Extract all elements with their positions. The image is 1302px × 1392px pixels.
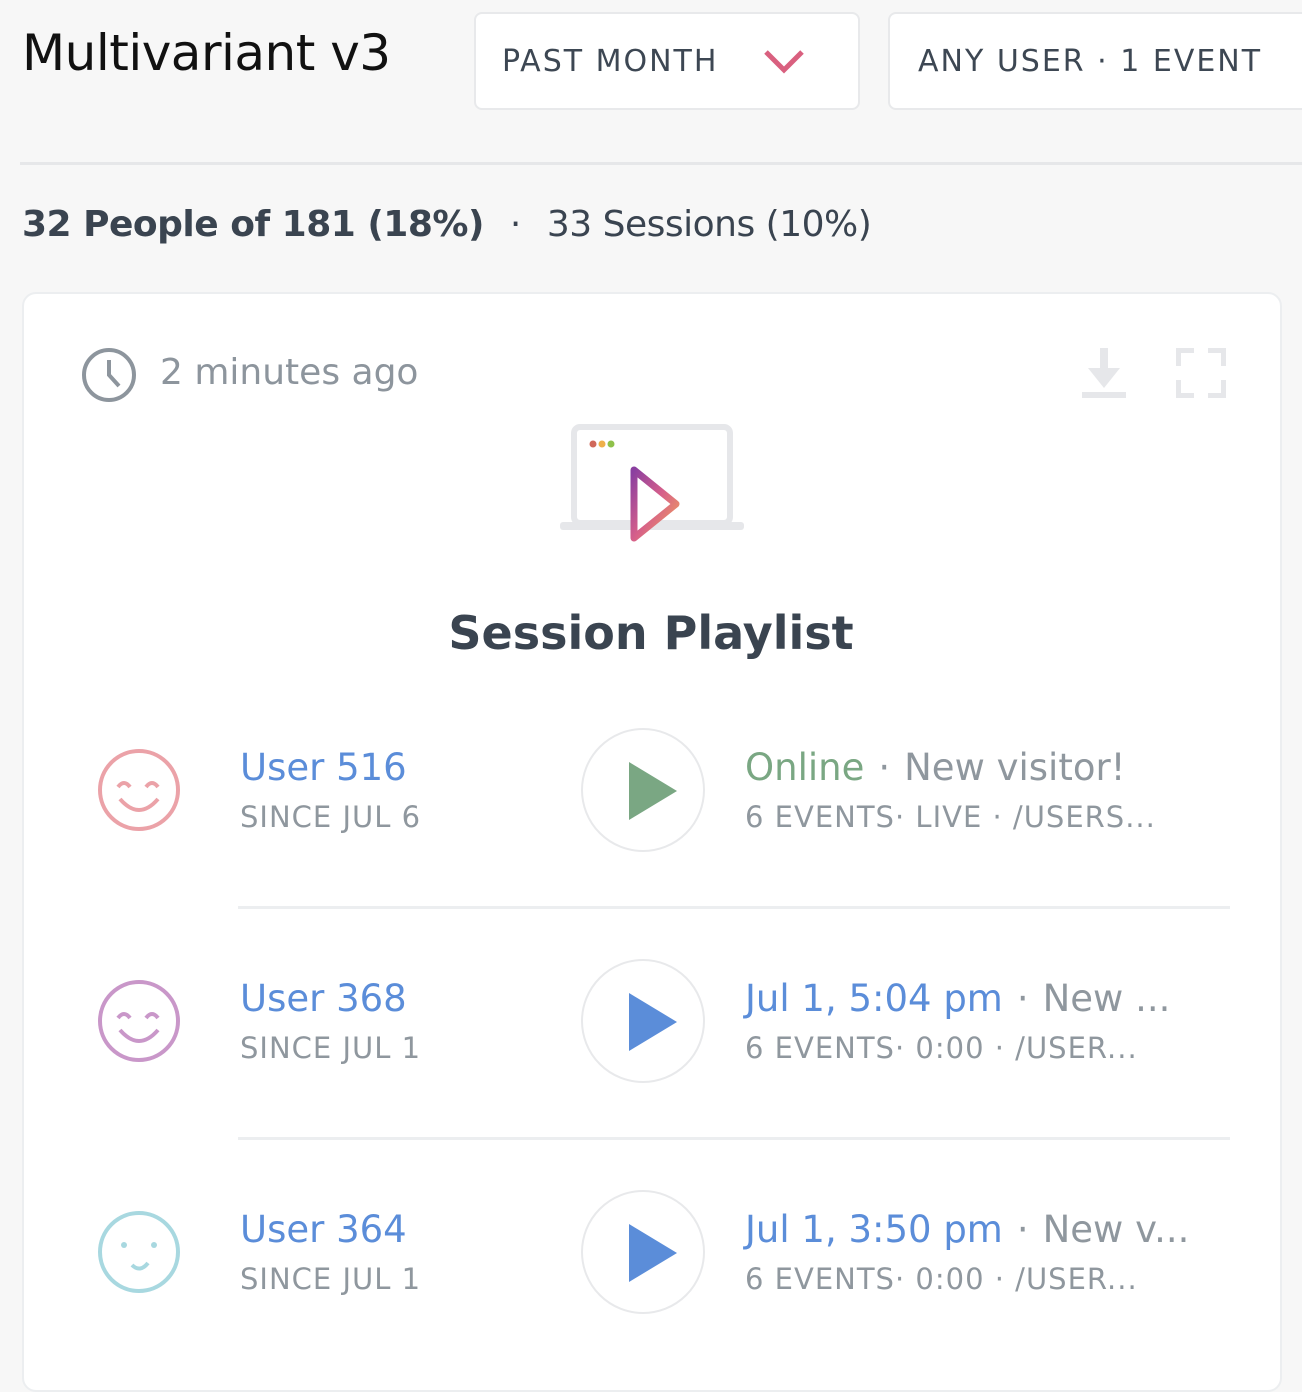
fullscreen-icon[interactable]	[1176, 348, 1226, 398]
chevron-down-icon	[764, 50, 805, 74]
user-name[interactable]: User 516	[240, 746, 407, 789]
divider	[20, 162, 1302, 165]
playlist-title: Session Playlist	[448, 606, 854, 660]
play-icon	[629, 993, 677, 1051]
session-status: Jul 1, 5:04 pm	[745, 977, 1003, 1020]
sessions-count: 33 Sessions (10%)	[546, 204, 872, 245]
session-details: 6 EVENTS· LIVE · /USERS...	[745, 800, 1156, 834]
session-details: 6 EVENTS· 0:00 · /USER...	[745, 1031, 1138, 1065]
row-divider	[238, 906, 1230, 909]
user-row[interactable]	[96, 747, 182, 837]
date-range-label: PAST MONTH	[502, 43, 719, 79]
user-filter-label: ANY USER · 1 EVENT	[918, 43, 1263, 79]
session-desc: New ...	[1042, 977, 1171, 1020]
play-session-button[interactable]	[581, 728, 705, 852]
session-playlist-illustration	[560, 424, 744, 542]
user-since: SINCE JUL 1	[240, 1262, 422, 1296]
session-summary: Jul 1, 3:50 pm · New v...	[745, 1208, 1190, 1251]
play-icon	[629, 1224, 677, 1282]
user-name[interactable]: User 368	[240, 977, 407, 1020]
user-name[interactable]: User 364	[240, 1208, 407, 1251]
session-details: 6 EVENTS· 0:00 · /USER...	[745, 1262, 1138, 1296]
last-updated: 2 minutes ago	[160, 352, 419, 393]
user-since: SINCE JUL 1	[240, 1031, 422, 1065]
play-session-button[interactable]	[581, 1190, 705, 1314]
user-row[interactable]	[96, 1209, 182, 1299]
user-avatar-icon	[98, 749, 180, 831]
user-since: SINCE JUL 6	[240, 800, 422, 834]
session-status: Jul 1, 3:50 pm	[745, 1208, 1003, 1251]
play-session-button[interactable]	[581, 959, 705, 1083]
session-desc: New visitor!	[904, 746, 1126, 789]
session-status: Online	[745, 746, 865, 789]
separator: ·	[509, 204, 521, 245]
user-avatar-icon	[98, 1211, 180, 1293]
clock-icon	[82, 348, 136, 402]
session-desc: New v...	[1042, 1208, 1190, 1251]
user-avatar-icon	[98, 980, 180, 1062]
user-filter-dropdown[interactable]: ANY USER · 1 EVENT	[888, 12, 1302, 110]
date-range-dropdown[interactable]: PAST MONTH	[474, 12, 860, 110]
stats-summary: 32 People of 181 (18%) · 33 Sessions (10%)	[22, 204, 872, 245]
page-title: Multivariant v3	[22, 24, 391, 82]
session-summary: Jul 1, 5:04 pm · New ...	[745, 977, 1171, 1020]
session-summary: Online · New visitor!	[745, 746, 1126, 789]
user-row[interactable]	[96, 978, 182, 1068]
row-divider	[238, 1137, 1230, 1140]
download-icon[interactable]	[1080, 348, 1128, 400]
people-count: 32 People of 181 (18%)	[22, 204, 484, 245]
play-icon	[629, 762, 677, 820]
